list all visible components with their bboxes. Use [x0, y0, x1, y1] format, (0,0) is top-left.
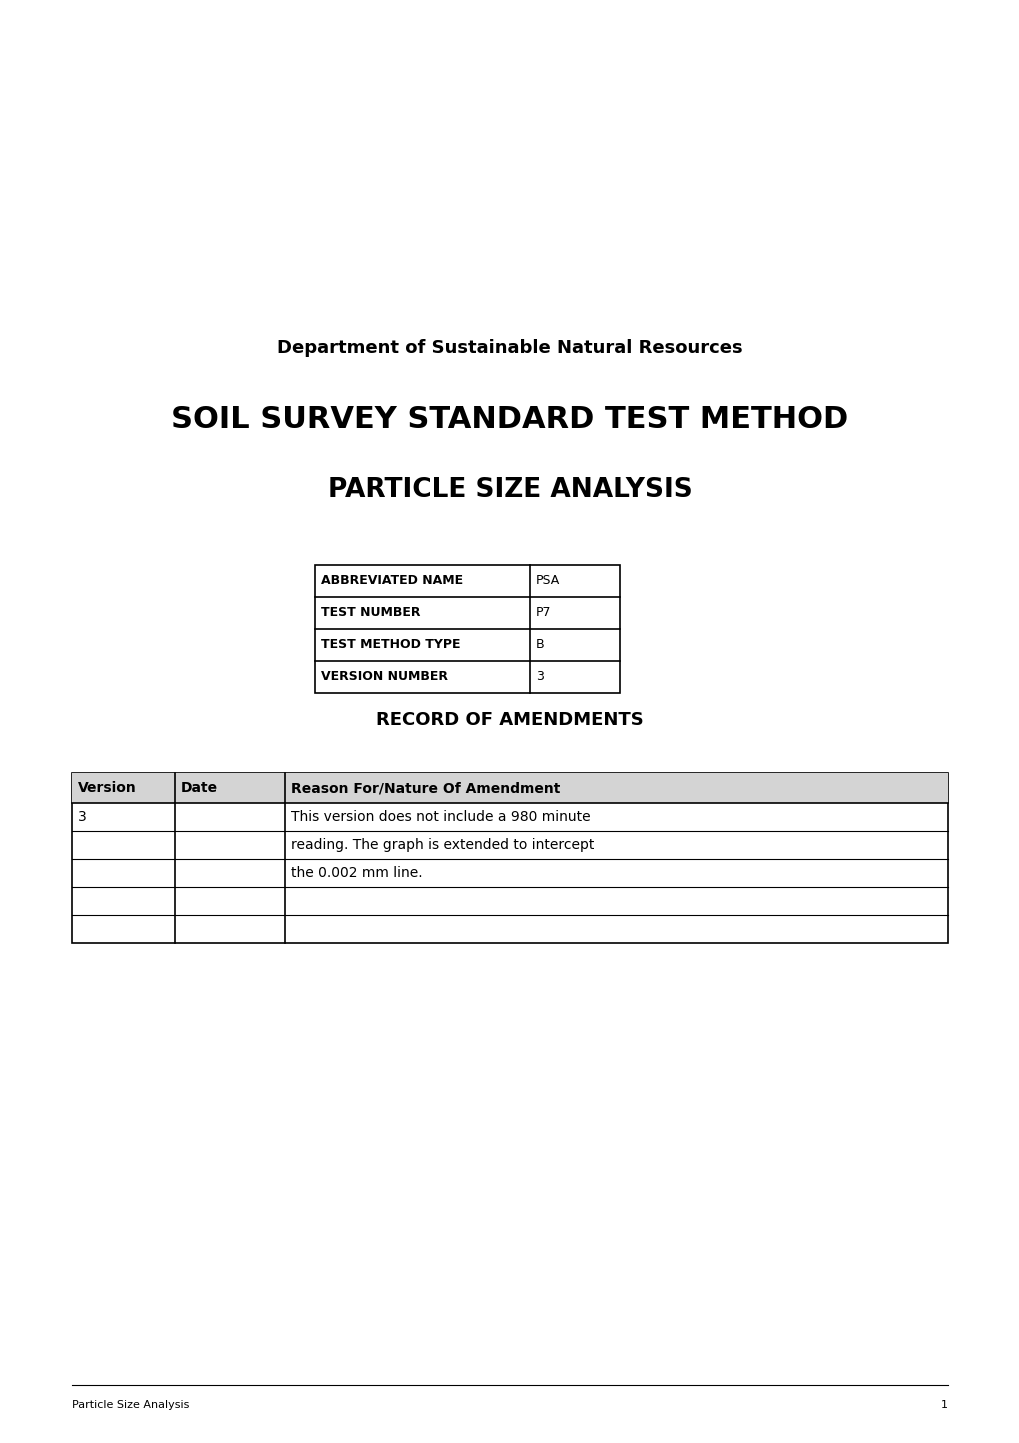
Text: 1: 1 [941, 1400, 947, 1410]
Text: TEST METHOD TYPE: TEST METHOD TYPE [321, 638, 460, 651]
Text: PSA: PSA [535, 574, 559, 587]
Text: Department of Sustainable Natural Resources: Department of Sustainable Natural Resour… [277, 339, 742, 356]
Text: TEST NUMBER: TEST NUMBER [321, 606, 420, 619]
Text: P7: P7 [535, 606, 551, 619]
Bar [315, 566, 620, 693]
Text: This version does not include a 980 minute: This version does not include a 980 minu… [290, 810, 590, 824]
Text: the 0.002 mm line.: the 0.002 mm line. [290, 866, 422, 880]
Text: VERSION NUMBER: VERSION NUMBER [321, 671, 447, 684]
Text: Particle Size Analysis: Particle Size Analysis [72, 1400, 190, 1410]
Bar [72, 773, 947, 802]
Text: RECORD OF AMENDMENTS: RECORD OF AMENDMENTS [376, 711, 643, 729]
Text: reading. The graph is extended to intercept: reading. The graph is extended to interc… [290, 838, 594, 851]
Text: B: B [535, 638, 544, 651]
Bar [72, 773, 947, 942]
Text: 3: 3 [535, 671, 543, 684]
Text: PARTICLE SIZE ANALYSIS: PARTICLE SIZE ANALYSIS [327, 478, 692, 504]
Text: ABBREVIATED NAME: ABBREVIATED NAME [321, 574, 463, 587]
Text: Version: Version [77, 781, 137, 795]
Text: Date: Date [180, 781, 218, 795]
Text: Reason For/Nature Of Amendment: Reason For/Nature Of Amendment [290, 781, 559, 795]
Text: 3: 3 [77, 810, 87, 824]
Text: SOIL SURVEY STANDARD TEST METHOD: SOIL SURVEY STANDARD TEST METHOD [171, 405, 848, 434]
